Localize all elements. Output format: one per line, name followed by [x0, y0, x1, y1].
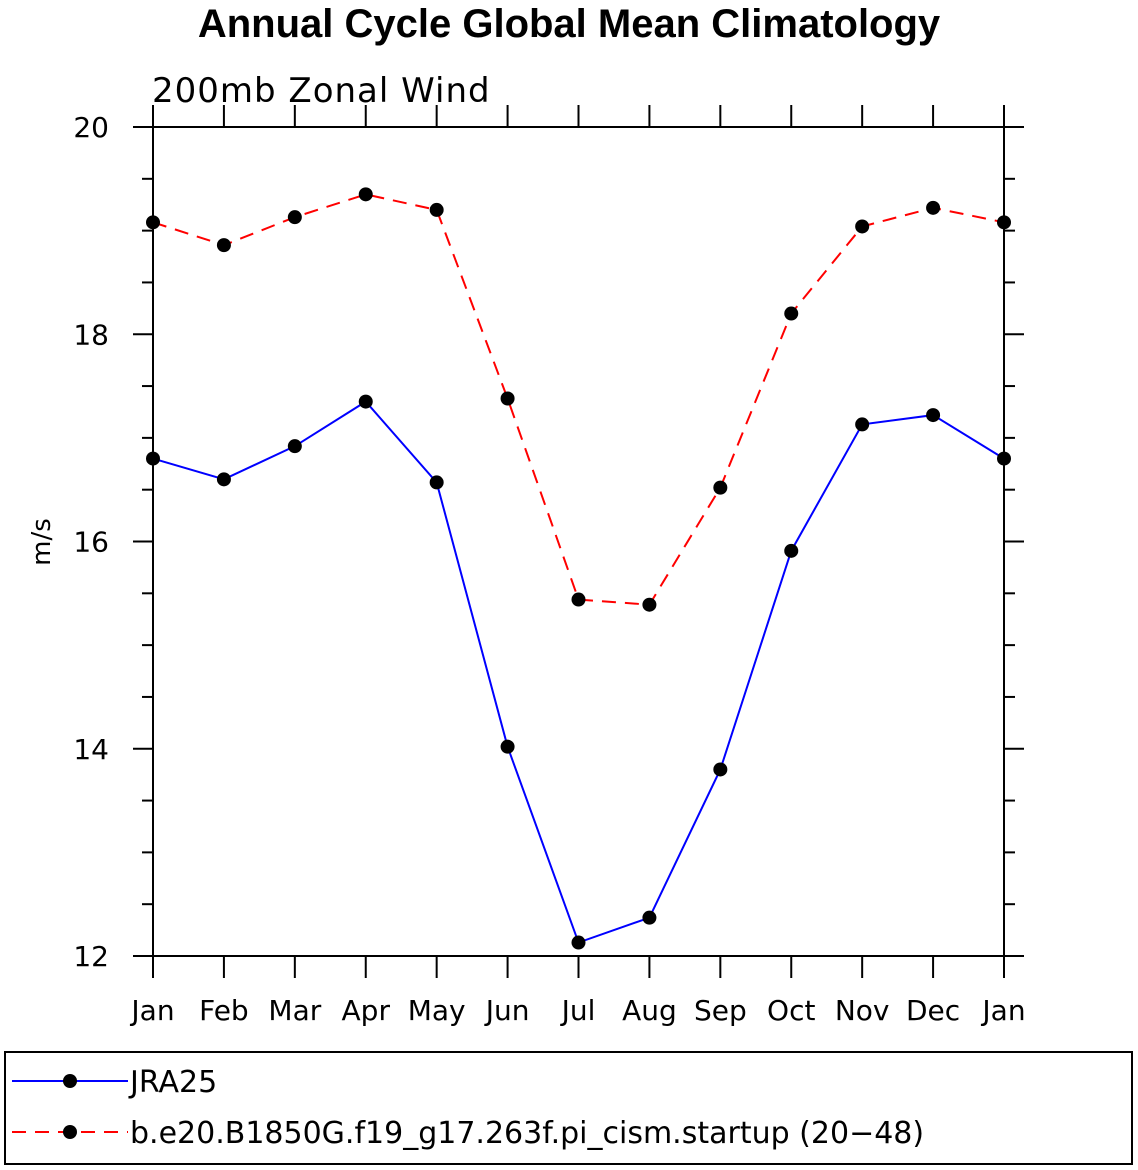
data-point [216, 472, 231, 487]
data-point [571, 935, 586, 950]
data-point [146, 215, 160, 230]
data-point [287, 210, 302, 225]
data-point [855, 219, 870, 234]
data-point [146, 451, 160, 466]
data-point [855, 417, 870, 432]
legend-marker [63, 1125, 77, 1139]
x-tick-label: Jan [980, 994, 1025, 1027]
series-line-1 [152, 400, 1005, 944]
data-point [429, 475, 444, 490]
y-axis-label: m/s [27, 518, 57, 566]
legend-box [4, 1051, 1133, 1165]
data-point [500, 739, 515, 754]
chart-title: Annual Cycle Global Mean Climatology [198, 2, 941, 46]
data-point [997, 451, 1011, 466]
x-tick-label: Dec [906, 994, 960, 1027]
data-point [713, 480, 728, 495]
chart-subtitle: 200mb Zonal Wind [152, 71, 491, 111]
y-tick-label: 12 [73, 940, 109, 973]
legend: JRA25 b.e20.B1850G.f19_g17.263f.pi_cism.s… [4, 1051, 1133, 1165]
series-line-2 [152, 193, 1005, 606]
x-tick-label: Jul [560, 994, 596, 1027]
data-point [784, 543, 799, 558]
series-layer [146, 187, 1011, 950]
legend-label-1: JRA25 [128, 1065, 217, 1100]
data-point [500, 391, 515, 406]
x-tick-label: Apr [342, 994, 391, 1027]
data-point [358, 394, 373, 409]
plot-axes: Jan Feb Mar Apr May Jun Jul Aug Sep Oct Nov Dec Jan 1… [73, 105, 1026, 1027]
y-tick-label: 18 [73, 318, 109, 351]
x-tick-label: Oct [767, 994, 815, 1027]
data-point [997, 215, 1011, 230]
x-tick-label: Jun [484, 994, 530, 1027]
data-point [429, 202, 444, 217]
plot-frame [152, 126, 1005, 957]
data-point [216, 238, 231, 253]
data-point [358, 187, 373, 202]
x-tick-label: Sep [694, 994, 747, 1027]
data-point [926, 200, 941, 215]
x-tick-label: Jan [129, 994, 174, 1027]
data-point [571, 592, 586, 607]
legend-label-2: b.e20.B1850G.f19_g17.263f.pi_cism.startu… [130, 1116, 924, 1151]
x-tick-label: Nov [835, 994, 890, 1027]
data-point [642, 910, 657, 925]
y-tick-label: 20 [73, 111, 109, 144]
data-point [784, 306, 799, 321]
y-tick-label: 16 [73, 526, 109, 559]
legend-marker [63, 1074, 77, 1088]
x-tick-label: Aug [622, 994, 677, 1027]
data-point [642, 597, 657, 612]
x-tick-label: Mar [268, 994, 321, 1027]
data-point [713, 762, 728, 777]
x-tick-label: May [408, 994, 466, 1027]
data-point [926, 408, 941, 423]
y-tick-label: 14 [73, 733, 109, 766]
data-point [287, 439, 302, 454]
x-tick-label: Feb [199, 994, 249, 1027]
